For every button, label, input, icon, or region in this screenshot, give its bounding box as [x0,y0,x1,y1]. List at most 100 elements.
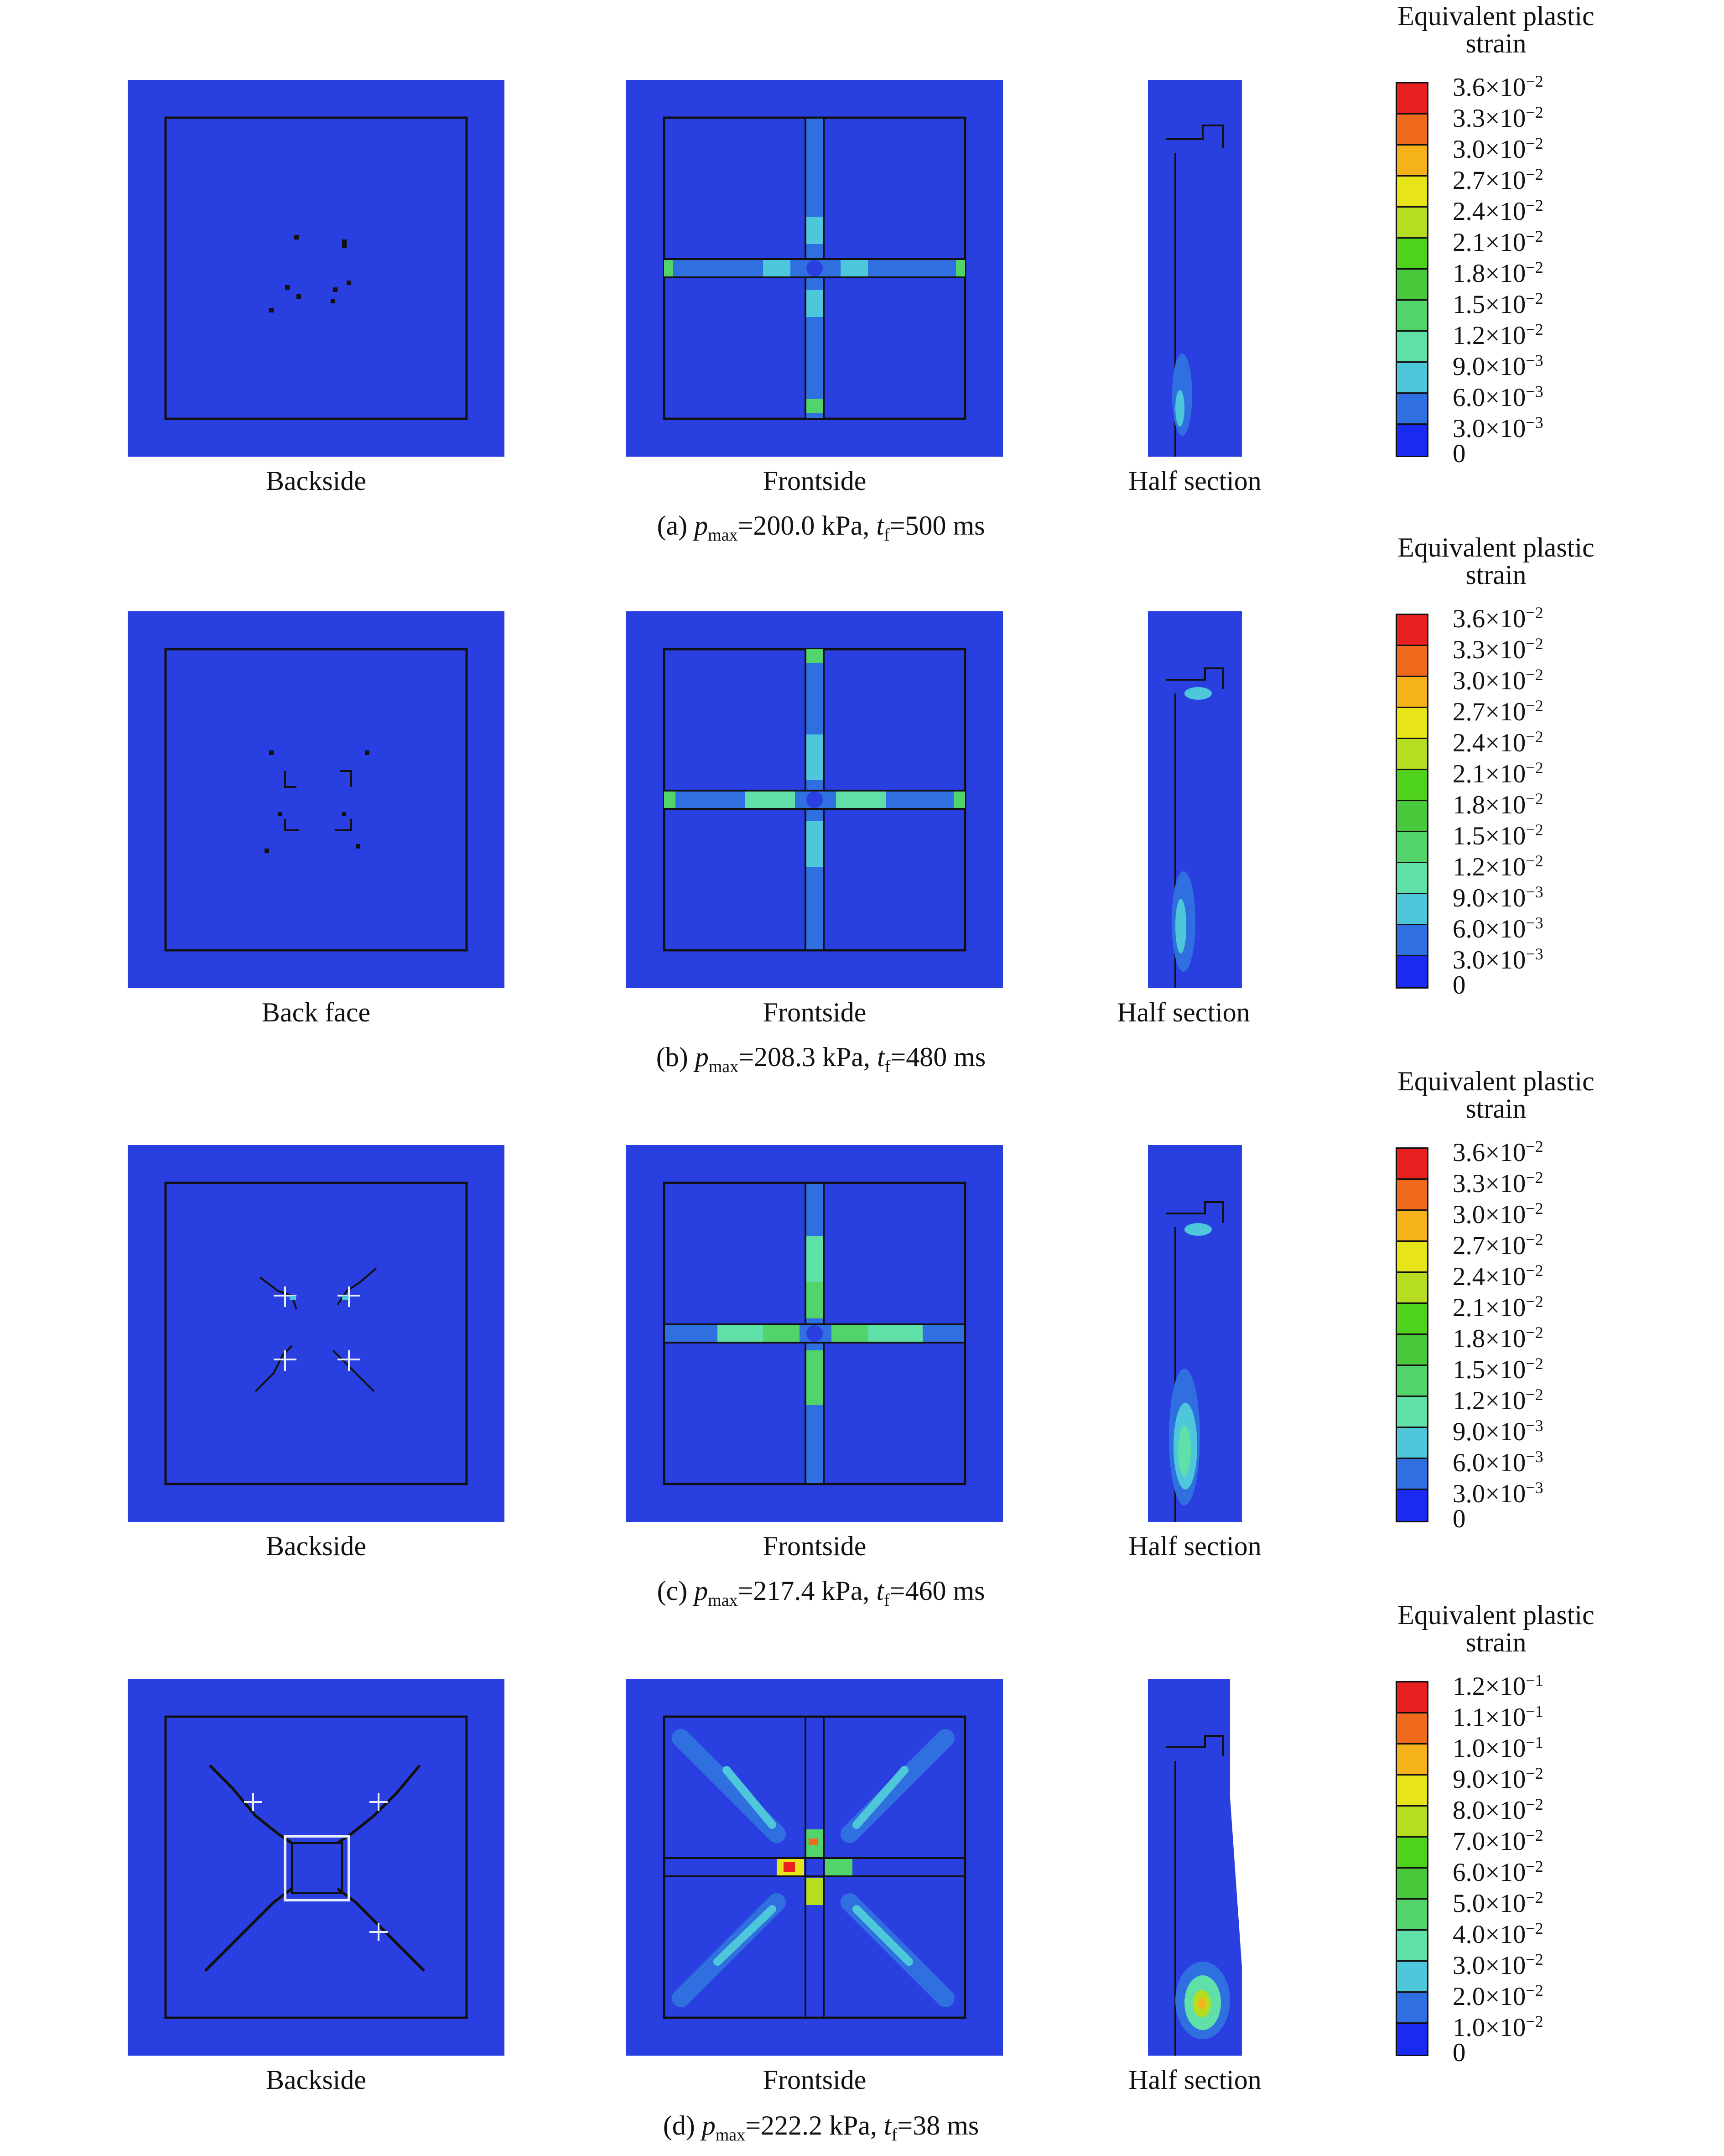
legend-tick-mantissa: 3.3×10 [1453,635,1526,664]
legend-tick-mantissa: 3.3×10 [1453,1169,1526,1198]
legend-tick-label: 4.0×10−2 [1453,1916,1543,1948]
legend-tick-exponent: −2 [1526,852,1543,870]
legend-tick-exponent: −3 [1526,945,1543,963]
row-caption: (b) pmax=208.3 kPa, tf=480 ms [656,1042,986,1076]
panel-label-frontside: Frontside [763,997,867,1027]
legend-tick-label: 1.0×10−2 [1453,2009,1543,2041]
legend-tick-mantissa: 0 [1453,1505,1466,1533]
legend-tick-mantissa: 3.3×10 [1453,104,1526,133]
legend-colorbar [1396,82,1428,457]
legend-swatch [1397,1273,1427,1304]
legend-tick-label: 0 [1453,441,1466,467]
figure-row-a: Backside Frontside Half section (a) pmax… [0,0,1724,545]
legend-tick-exponent: −3 [1526,413,1543,432]
legend-tick-mantissa: 1.8×10 [1453,259,1526,288]
legend-tick-label: 2.1×10−2 [1453,224,1543,255]
panel-label-backside: Backside [266,1531,366,1561]
legend-tick-mantissa: 3.0×10 [1453,946,1526,974]
legend-tick-label: 0 [1453,972,1466,998]
legend-tick-exponent: −2 [1526,1385,1543,1404]
legend-tick-exponent: −2 [1526,1168,1543,1187]
row-caption: (a) pmax=200.0 kPa, tf=500 ms [657,510,985,545]
legend-tick-mantissa: 3.0×10 [1453,1200,1526,1229]
legend-tick-exponent: −3 [1526,1448,1543,1466]
legend-tick-exponent: −2 [1526,1261,1543,1280]
backside-contour-image [128,80,504,457]
legend-tick-label: 2.7×10−2 [1453,161,1543,193]
legend-swatch [1397,1869,1427,1900]
legend-tick-label: 0 [1453,1506,1466,1532]
legend-tick-label: 1.8×10−2 [1453,786,1543,818]
panel-label-frontside: Frontside [763,2065,867,2095]
legend-tick-label: 2.7×10−2 [1453,693,1543,725]
legend-tick-mantissa: 6.0×10 [1453,1858,1526,1887]
legend-tick-exponent: −2 [1526,1888,1543,1906]
legend-tick-mantissa: 7.0×10 [1453,1827,1526,1856]
legend-tick-exponent: −2 [1526,1950,1543,1969]
frontside-contour-image [626,1145,1003,1522]
legend-tick-label: 9.0×10−3 [1453,348,1543,380]
legend-tick-label: 3.6×10−2 [1453,68,1543,100]
legend-tick-mantissa: 9.0×10 [1453,884,1526,912]
legend-tick-mantissa: 3.0×10 [1453,1479,1526,1508]
legend-tick-label: 2.7×10−2 [1453,1227,1543,1259]
legend-swatch [1397,1149,1427,1180]
legend-tick-label: 1.5×10−2 [1453,286,1543,318]
panel-label-half-section: Half section [1128,466,1262,496]
legend-tick-mantissa: 2.4×10 [1453,1262,1526,1291]
legend-swatch [1397,1962,1427,1993]
legend-tick-exponent: −2 [1526,1292,1543,1311]
legend-swatch [1397,363,1427,394]
legend-tick-label: 3.0×10−3 [1453,941,1543,973]
legend-swatch [1397,1428,1427,1459]
legend-tick-mantissa: 1.2×10 [1453,1386,1526,1415]
legend-swatch [1397,925,1427,956]
legend-colorbar [1396,1147,1428,1522]
legend-tick-mantissa: 1.2×10 [1453,321,1526,350]
half-section-contour-image [1148,1145,1242,1522]
legend-tick-exponent: −2 [1526,1826,1543,1844]
legend-tick-label: 1.1×10−1 [1453,1698,1543,1730]
legend-swatch [1397,1304,1427,1335]
legend-tick-label: 3.3×10−2 [1453,99,1543,131]
panel-label-frontside: Frontside [763,1531,867,1561]
legend-swatch [1397,1366,1427,1397]
legend-tick-exponent: −2 [1526,320,1543,339]
legend-tick-mantissa: 5.0×10 [1453,1889,1526,1918]
legend-tick-exponent: −1 [1526,1702,1543,1720]
legend-swatch [1397,677,1427,708]
legend-tick-label: 6.0×10−3 [1453,1444,1543,1476]
figure-row-c: Backside Frontside Half section (c) pmax… [0,1065,1724,1610]
legend-tick-mantissa: 2.7×10 [1453,698,1526,726]
backside-contour-image [128,1679,504,2056]
legend-tick-label: 1.8×10−2 [1453,1320,1543,1352]
legend-tick-exponent: −2 [1526,1199,1543,1218]
legend-tick-exponent: −2 [1526,1354,1543,1373]
legend-tick-mantissa: 2.0×10 [1453,1982,1526,2011]
legend-tick-label: 3.6×10−2 [1453,1134,1543,1166]
frontside-contour-image [626,1679,1003,2056]
legend-title: Equivalent plastic strain [1397,1066,1594,1124]
legend-tick-label: 9.0×10−3 [1453,1413,1543,1445]
row-caption: (d) pmax=222.2 kPa, tf=38 ms [663,2110,979,2145]
legend-title: Equivalent plastic strain [1397,1,1594,58]
legend-colorbar [1396,1681,1428,2056]
figure-row-b: Back face Frontside Half section (b) pma… [0,531,1724,1076]
legend-tick-label: 9.0×10−2 [1453,1760,1543,1792]
legend-tick-exponent: −2 [1526,697,1543,715]
legend-swatch [1397,1335,1427,1366]
legend-tick-exponent: −2 [1526,258,1543,276]
legend-tick-label: 1.2×10−1 [1453,1667,1543,1699]
legend-swatch [1397,177,1427,208]
legend-swatch [1397,956,1427,987]
legend-tick-exponent: −2 [1526,1323,1543,1342]
legend-swatch [1397,425,1427,456]
legend-tick-mantissa: 3.6×10 [1453,1138,1526,1167]
legend-swatch [1397,83,1427,115]
legend-tick-exponent: −2 [1526,1795,1543,1813]
legend-tick-label: 2.0×10−2 [1453,1978,1543,2010]
legend-tick-mantissa: 2.7×10 [1453,1231,1526,1260]
legend-swatch [1397,208,1427,239]
legend-swatch [1397,1211,1427,1242]
legend-swatch [1397,301,1427,332]
